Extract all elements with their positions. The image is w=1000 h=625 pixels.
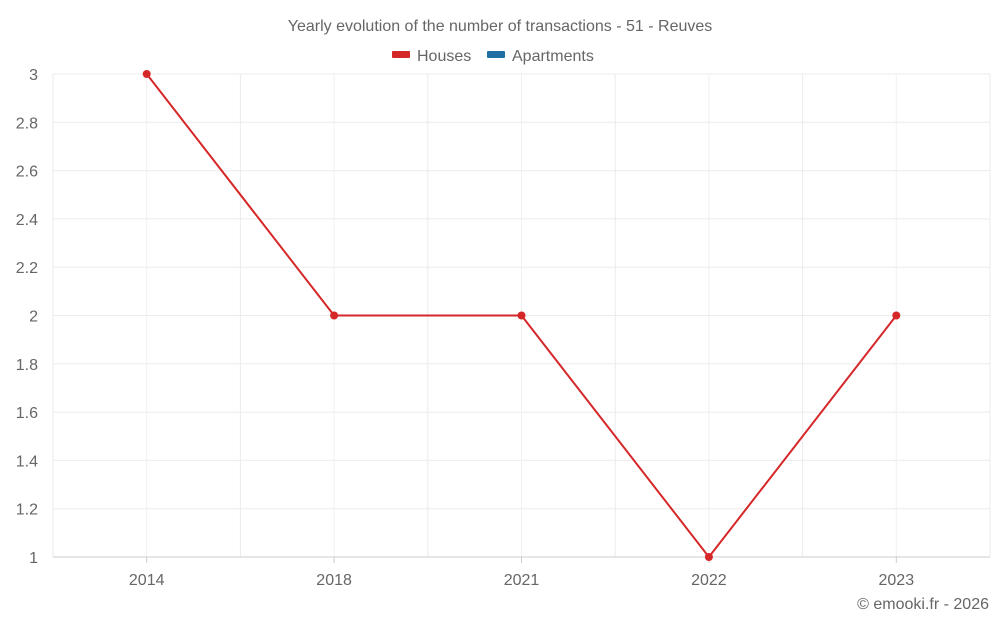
data-point-houses[interactable] [892,311,901,320]
legend-swatch-apartments[interactable] [487,51,505,58]
series-layer [142,70,901,561]
y-tick-label: 1.6 [16,405,38,422]
x-tick-label: 2023 [879,572,915,589]
y-tick-label: 1 [29,550,38,567]
data-point-houses[interactable] [517,311,526,320]
y-tick-label: 1.8 [16,357,38,374]
x-tick-label: 2014 [129,572,165,589]
data-point-houses[interactable] [704,553,713,561]
legend-swatch-houses[interactable] [392,51,410,58]
y-axis-ticks: 1 1.2 1.4 1.6 1.8 2 2.2 2.4 2.6 2.8 3 [16,67,38,567]
y-tick-label: 1.4 [16,453,38,470]
chart-title: Yearly evolution of the number of transa… [288,18,713,35]
data-point-houses[interactable] [330,311,339,320]
x-tick-label: 2018 [316,572,352,589]
x-tick-label: 2022 [691,572,727,589]
y-tick-label: 3 [29,67,38,84]
legend-label-apartments[interactable]: Apartments [512,48,594,65]
y-tick-label: 2.8 [16,115,38,132]
y-tick-label: 2.6 [16,164,38,181]
x-tick-label: 2021 [504,572,540,589]
x-axis-ticks: 2014 2018 2021 2022 2023 [129,557,914,589]
y-tick-label: 2.4 [16,212,38,229]
legend-label-houses[interactable]: Houses [417,48,471,65]
y-tick-label: 2.2 [16,260,38,277]
data-point-houses[interactable] [142,70,151,78]
credit-text: © emooki.fr - 2026 [857,596,989,613]
legend: Houses Apartments [392,48,594,65]
y-tick-label: 2 [29,309,38,326]
y-tick-label: 1.2 [16,502,38,519]
